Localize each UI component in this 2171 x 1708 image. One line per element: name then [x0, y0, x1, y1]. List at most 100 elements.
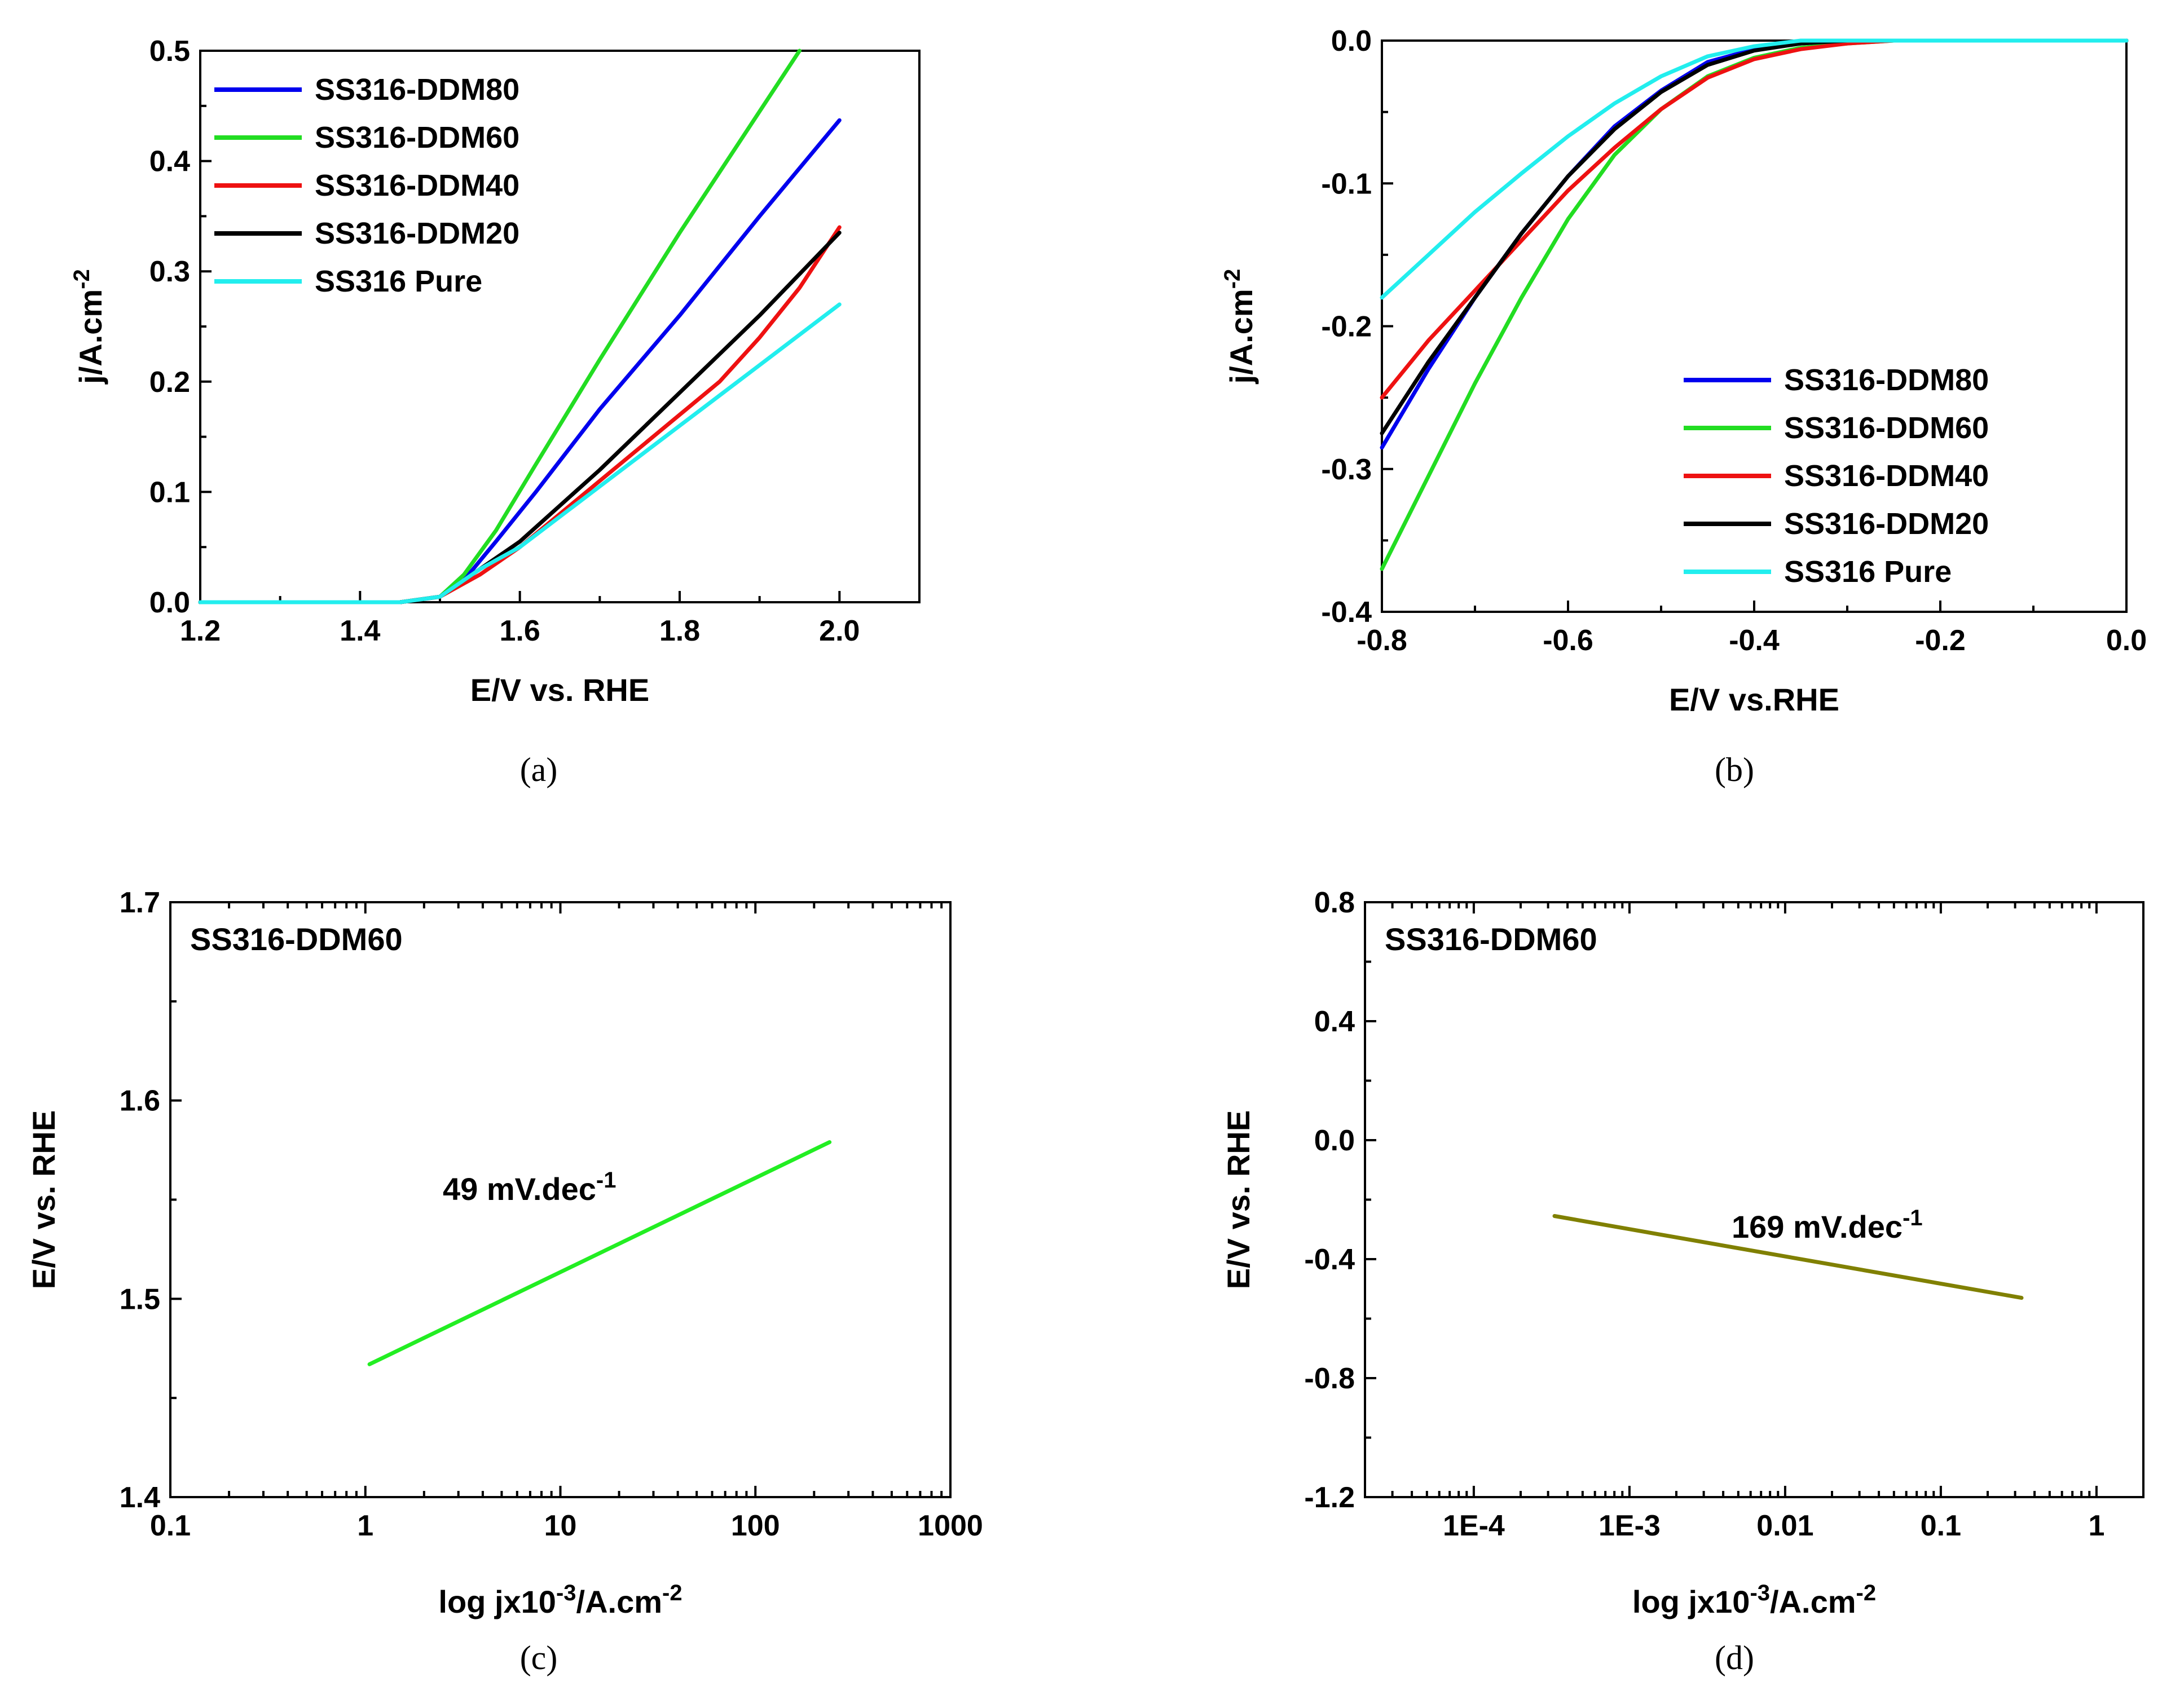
- x-axis-title: E/V vs. RHE: [470, 672, 649, 708]
- plot-frame: [1364, 901, 2144, 1498]
- legend-label: SS316-DDM80: [1784, 363, 1989, 397]
- legend-label: SS316-DDM80: [315, 73, 519, 107]
- y-axis-title-text: j/A.cm: [1223, 289, 1259, 384]
- y-tick-label: 1.4: [120, 1481, 160, 1514]
- y-tick-label: 0.3: [149, 255, 190, 288]
- y-tick-label: 0.2: [149, 366, 190, 399]
- legend-label: SS316-DDM60: [1784, 411, 1989, 445]
- legend-label: SS316 Pure: [1784, 555, 1952, 589]
- y-axis-title: j/A.cm-2: [1220, 269, 1259, 385]
- series-line-ss316-ddm60-tafel: [367, 1140, 832, 1366]
- x-tick-label: 1E-4: [1443, 1510, 1505, 1542]
- y-tick-label: 0.0: [1331, 25, 1372, 58]
- x-tick-label: 10: [544, 1510, 577, 1542]
- x-tick-label: 1000: [918, 1510, 983, 1542]
- x-tick-label: 0.01: [1756, 1510, 1813, 1542]
- y-axis-title: j/A.cm-2: [69, 269, 108, 385]
- x-tick-label: 0.1: [1921, 1510, 1961, 1542]
- y-axis-title: E/V vs. RHE: [26, 1110, 61, 1289]
- inset-label: SS316-DDM60: [190, 921, 403, 957]
- y-tick-label: 0.0: [149, 586, 190, 619]
- y-tick-label: 0.8: [1314, 886, 1355, 919]
- y-tick-label: -0.4: [1321, 596, 1372, 629]
- x-axis-title: log jx10-3/A.cm-2: [438, 1581, 682, 1619]
- series-line-ss316-ddm60: [1380, 38, 2129, 571]
- x-axis-title-text: log jx10: [1632, 1584, 1750, 1619]
- y-tick-label: -1.2: [1304, 1481, 1355, 1514]
- x-tick-label: -0.8: [1357, 624, 1407, 657]
- plot-frame: [1381, 39, 2128, 613]
- y-tick-label: -0.3: [1321, 453, 1372, 486]
- x-axis-title-text: log jx10: [438, 1584, 556, 1619]
- x-tick-label: 1.2: [180, 615, 221, 647]
- series-line-ss316-pure: [1380, 38, 2129, 300]
- y-axis-title: E/V vs. RHE: [1221, 1110, 1256, 1289]
- legend-label: SS316 Pure: [315, 264, 482, 298]
- slope-annotation-sup: -1: [596, 1168, 616, 1193]
- x-tick-label: -0.2: [1915, 624, 1966, 657]
- x-tick-label: 1.4: [340, 615, 380, 647]
- y-tick-label: 1.6: [120, 1085, 160, 1118]
- y-axis-title-sup: -2: [1220, 269, 1245, 289]
- y-tick-label: 0.5: [149, 35, 190, 68]
- legend-label: SS316-DDM40: [1784, 459, 1989, 493]
- y-axis-title-text: E/V vs. RHE: [1221, 1110, 1256, 1289]
- x-axis-title-sup: -2: [662, 1581, 682, 1605]
- y-tick-label: 1.7: [120, 886, 160, 919]
- chart-a: 1.2 1.4 1.6 1.8 2.0 0.0 0.1 0.2 0.3 0.4 0.5 E/V vs.…: [69, 35, 921, 788]
- y-axis-title-sup: -2: [69, 269, 94, 289]
- series-line-ss316-ddm80: [198, 118, 842, 604]
- series-line-ss316-ddm40: [1380, 38, 2129, 400]
- x-axis-title-sup: -3: [556, 1581, 576, 1605]
- legend-label: SS316-DDM40: [315, 169, 519, 202]
- x-axis-title: E/V vs.RHE: [1669, 682, 1839, 717]
- series-line-ss316-ddm80: [1380, 38, 2129, 450]
- inset-label: SS316-DDM60: [1385, 921, 1597, 957]
- chart-d: 1E-4 1E-3 0.01 0.1 1 -1.2 -0.8 -0.4 0.0 0.4 0.8 log…: [1221, 886, 2144, 1676]
- panel-caption: (b): [1715, 751, 1754, 788]
- y-tick-label: -0.2: [1321, 311, 1372, 343]
- y-tick-label: 1.5: [120, 1283, 160, 1316]
- legend-label: SS316-DDM20: [315, 217, 519, 250]
- x-tick-label: -0.4: [1729, 624, 1780, 657]
- y-axis-title-text: E/V vs. RHE: [26, 1110, 61, 1289]
- legend: SS316-DDM80 SS316-DDM60 SS316-DDM40 SS316-D…: [214, 73, 519, 298]
- x-axis-title-unit: /A.cm: [576, 1584, 663, 1619]
- x-axis-title-sup: -3: [1750, 1581, 1770, 1605]
- y-tick-label: 0.1: [149, 476, 190, 509]
- panel-caption: (d): [1715, 1639, 1754, 1676]
- y-tick-label: -0.1: [1321, 167, 1372, 200]
- x-axis-title-sup: -2: [1856, 1581, 1877, 1605]
- slope-annotation-sup: -1: [1903, 1206, 1923, 1230]
- y-tick-label: -0.8: [1304, 1362, 1355, 1395]
- y-axis-title-text: j/A.cm: [73, 289, 108, 385]
- x-tick-label: -0.6: [1543, 624, 1593, 657]
- legend-label: SS316-DDM20: [1784, 507, 1989, 541]
- y-tick-label: 0.0: [1314, 1124, 1355, 1157]
- series-line-ss316-ddm20: [1380, 38, 2129, 435]
- chart-c: 0.1 1 10 100 1000 1.4 1.5 1.6 1.7 log jx10-3/A.cm…: [26, 886, 983, 1676]
- y-tick-label: 0.4: [1314, 1005, 1355, 1038]
- legend-label: SS316-DDM60: [315, 121, 519, 155]
- x-tick-label: 1.8: [659, 615, 700, 647]
- x-tick-label: 0.0: [2106, 624, 2147, 657]
- series-line-ss316-pure: [198, 302, 842, 604]
- series-line-ss316-ddm60-tafel: [1552, 1214, 2024, 1300]
- legend: SS316-DDM80 SS316-DDM60 SS316-DDM40 SS316-D…: [1684, 363, 1989, 589]
- x-tick-label: 1.6: [500, 615, 540, 647]
- panel-caption: (c): [520, 1639, 558, 1676]
- slope-annotation-text: 169 mV.dec: [1732, 1209, 1903, 1244]
- x-tick-label: 0.1: [150, 1510, 191, 1542]
- x-tick-label: 100: [731, 1510, 780, 1542]
- x-axis-title-unit: /A.cm: [1770, 1584, 1856, 1619]
- chart-b: -0.8 -0.6 -0.4 -0.2 0.0 -0.4 -0.3 -0.2 -0.1 0.0 E/…: [1220, 25, 2147, 788]
- panel-caption: (a): [520, 751, 558, 788]
- y-tick-label: 0.4: [149, 145, 190, 178]
- slope-annotation-text: 49 mV.dec: [443, 1171, 596, 1207]
- y-tick-label: -0.4: [1304, 1243, 1355, 1276]
- x-axis-title: log jx10-3/A.cm-2: [1632, 1581, 1876, 1619]
- slope-annotation: 49 mV.dec-1: [443, 1168, 616, 1207]
- x-tick-label: 2.0: [819, 615, 860, 647]
- x-tick-label: 1E-3: [1598, 1510, 1661, 1542]
